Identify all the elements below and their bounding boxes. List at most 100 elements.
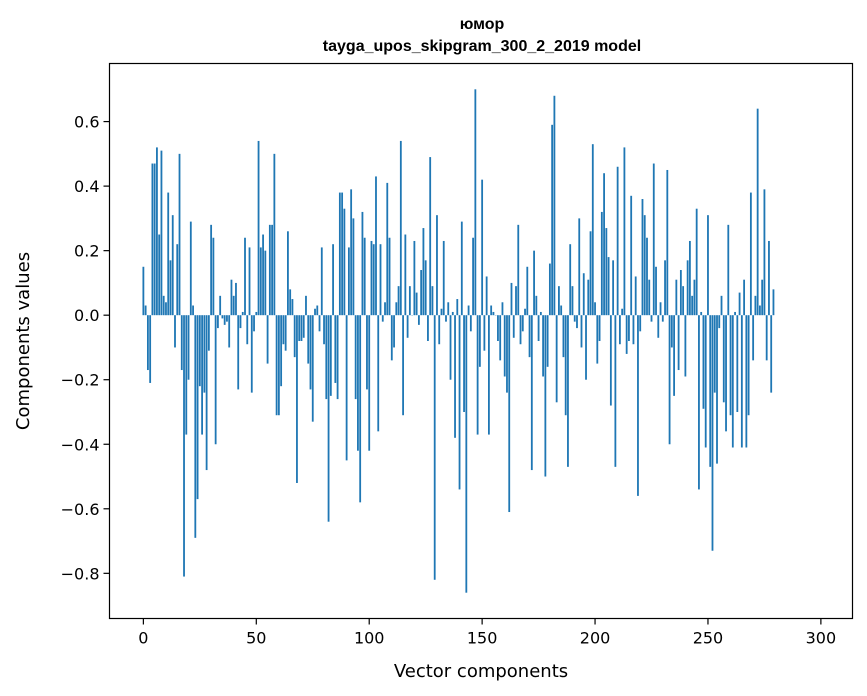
bar-12 [169, 260, 172, 316]
bar-245 [695, 208, 698, 316]
bar-28 [205, 315, 208, 471]
plot-frame [108, 62, 854, 620]
chart-title: юмор [460, 16, 505, 33]
bar-207 [609, 315, 612, 406]
bar-263 [736, 315, 739, 412]
y-tick-label: 0.0 [74, 306, 99, 325]
bar-3 [149, 315, 152, 383]
bar-30 [210, 224, 213, 316]
bar-195 [582, 273, 585, 316]
bar-66 [291, 299, 294, 316]
bar-222 [643, 215, 646, 316]
bar-277 [768, 240, 770, 316]
bar-109 [388, 237, 391, 316]
bar-85 [334, 315, 337, 383]
bar-111 [393, 315, 395, 348]
bar-138 [454, 315, 456, 438]
bar-232 [666, 169, 669, 316]
bar-146 [472, 237, 474, 316]
bar-168 [521, 315, 524, 332]
bar-75 [311, 315, 314, 422]
bar-27 [203, 315, 206, 393]
bar-61 [280, 315, 283, 387]
bar-58 [273, 153, 276, 316]
bar-231 [664, 260, 666, 316]
bar-36 [223, 315, 226, 325]
bar-72 [305, 295, 307, 316]
bar-131 [438, 315, 441, 345]
bar-265 [740, 315, 743, 448]
bar-276 [765, 315, 768, 361]
bar-14 [174, 315, 176, 348]
bar-87 [338, 192, 341, 316]
bar-217 [632, 315, 635, 345]
bar-15 [176, 244, 179, 316]
bar-157 [497, 315, 499, 341]
bar-148 [476, 315, 479, 435]
bar-105 [379, 244, 382, 316]
bar-49 [253, 315, 255, 332]
bar-48 [250, 315, 253, 393]
bar-178 [544, 315, 547, 477]
bar-92 [350, 189, 353, 316]
bar-103 [375, 176, 377, 316]
bar-211 [618, 315, 621, 345]
bar-133 [442, 240, 445, 316]
bar-45 [244, 237, 246, 316]
bar-101 [370, 240, 373, 316]
bar-51 [257, 140, 260, 316]
bar-180 [548, 263, 551, 316]
bar-177 [542, 315, 545, 377]
bar-9 [162, 295, 165, 316]
bar-60 [277, 315, 280, 416]
bar-120 [413, 240, 416, 316]
bar-240 [684, 315, 687, 377]
bar-171 [528, 315, 531, 358]
bar-212 [621, 308, 624, 316]
bar-13 [171, 215, 174, 316]
bar-35 [221, 315, 224, 319]
bar-255 [718, 315, 721, 329]
bar-224 [648, 279, 651, 316]
bar-235 [673, 315, 675, 396]
bar-246 [698, 315, 700, 490]
bar-270 [752, 315, 755, 361]
bar-64 [287, 231, 289, 316]
bar-145 [469, 315, 472, 332]
bar-123 [420, 270, 423, 316]
bar-53 [262, 234, 264, 316]
bar-225 [650, 315, 653, 322]
bar-226 [652, 163, 655, 316]
bar-4 [151, 163, 154, 316]
bar-82 [327, 315, 330, 522]
bar-199 [591, 144, 594, 316]
bar-106 [381, 315, 384, 322]
bar-38 [228, 315, 231, 348]
bar-37 [226, 315, 228, 322]
bar-252 [711, 315, 714, 551]
bar-55 [266, 315, 269, 364]
bar-162 [508, 315, 511, 513]
bar-216 [630, 195, 633, 316]
bar-67 [293, 315, 296, 358]
bar-81 [325, 315, 328, 400]
x-tick-label: 100 [354, 629, 385, 648]
bar-257 [722, 315, 725, 403]
y-tick-label: −0.4 [61, 435, 100, 454]
bar-144 [467, 305, 470, 316]
bar-237 [677, 315, 680, 371]
bar-23 [194, 315, 197, 538]
bar-143 [465, 315, 468, 593]
bar-179 [546, 315, 549, 367]
bar-68 [296, 315, 298, 483]
bar-236 [675, 279, 678, 316]
y-tick-label: −0.8 [61, 564, 100, 583]
x-axis-label: Vector components [394, 661, 568, 682]
bar-118 [408, 286, 411, 316]
bar-135 [447, 302, 450, 316]
bar-219 [637, 315, 639, 496]
bar-11 [167, 192, 170, 316]
bar-22 [192, 305, 194, 316]
bar-31 [212, 237, 215, 316]
bar-251 [709, 315, 712, 467]
